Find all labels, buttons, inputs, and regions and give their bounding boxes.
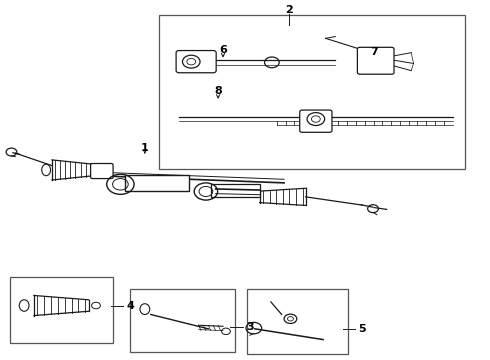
FancyBboxPatch shape [300,110,332,132]
Bar [125,175,189,192]
Text: 4: 4 [126,301,134,311]
Bar [10,277,113,343]
Text: 6: 6 [219,45,227,55]
FancyBboxPatch shape [176,50,216,73]
Text: 5: 5 [359,324,366,334]
Bar [247,289,347,354]
Text: 3: 3 [246,322,254,332]
Bar [130,289,235,352]
Text: 8: 8 [214,86,222,96]
FancyBboxPatch shape [357,47,394,74]
Text: 1: 1 [141,143,148,153]
Bar [159,15,465,169]
Bar [211,184,260,197]
Text: 2: 2 [285,5,293,15]
FancyBboxPatch shape [91,163,113,179]
Text: 7: 7 [370,46,378,57]
